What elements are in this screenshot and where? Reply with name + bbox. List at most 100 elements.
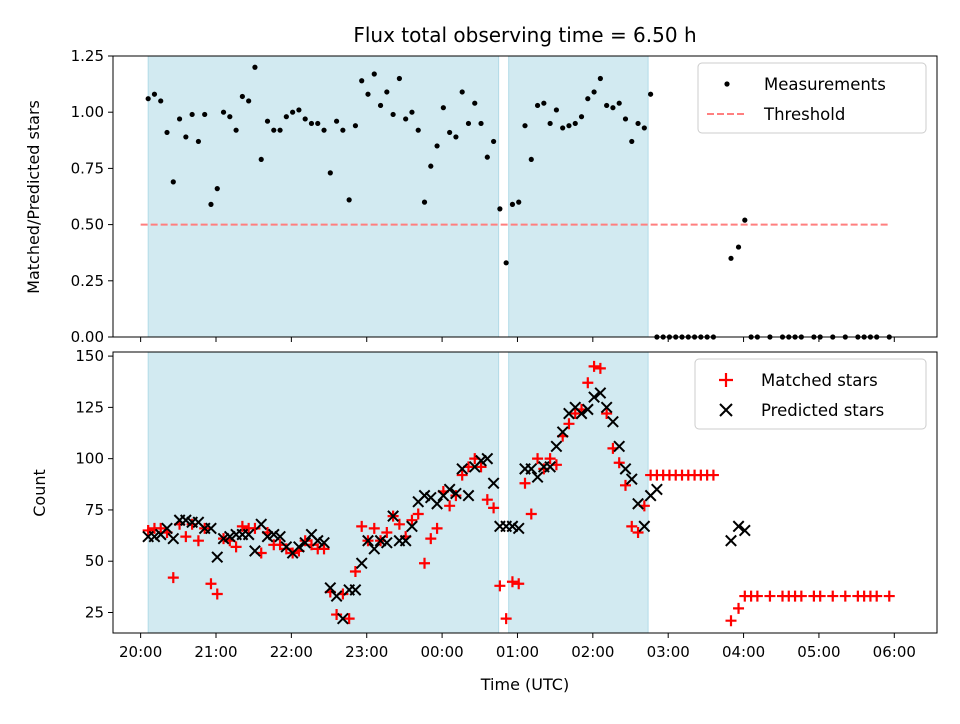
measurement-point: [509, 201, 516, 207]
matched-star-marker: [494, 580, 506, 592]
x-tick-label: 21:00: [194, 643, 237, 661]
matched-star-marker: [563, 418, 575, 430]
measurement-point: [277, 127, 283, 133]
measurement-point: [597, 75, 603, 82]
measurement-point: [503, 260, 509, 266]
measurement-point: [315, 120, 321, 127]
matched-star-marker: [883, 590, 895, 602]
predicted-star-marker: [330, 590, 343, 602]
matched-star-marker: [795, 590, 807, 602]
predicted-star-marker: [387, 510, 400, 522]
predicted-star-marker: [318, 536, 330, 549]
matched-star-marker: [412, 508, 424, 520]
predicted-star-marker: [299, 536, 312, 549]
bottom-y-tick-label: 75: [85, 501, 104, 519]
predicted-star-marker: [619, 463, 632, 475]
matched-star-marker: [249, 522, 261, 534]
matched-star-marker: [544, 453, 556, 465]
matched-star-marker: [733, 602, 745, 614]
predicted-star-marker: [211, 551, 224, 564]
x-tick-label: 06:00: [873, 643, 916, 661]
legend-label-matched: Matched stars: [761, 371, 878, 390]
measurement-point: [377, 102, 384, 109]
predicted-star-marker: [242, 528, 255, 541]
matched-star-marker: [425, 533, 437, 545]
measurement-point: [333, 118, 340, 124]
predicted-star-marker: [581, 403, 594, 416]
measurement-point: [434, 143, 440, 149]
measurement-point: [170, 179, 176, 185]
measurement-point: [365, 91, 371, 97]
measurement-point: [302, 116, 308, 122]
measurement-point: [472, 100, 478, 106]
predicted-star-marker: [255, 518, 268, 531]
matched-star-marker: [632, 526, 644, 538]
predicted-star-marker: [607, 415, 619, 428]
measurement-point: [151, 91, 158, 97]
predicted-star-marker: [575, 407, 588, 420]
matched-star-marker: [230, 541, 242, 553]
predicted-star-marker: [399, 534, 412, 547]
x-tick-label: 02:00: [571, 643, 614, 661]
measurement-point: [396, 75, 402, 82]
matched-star-marker: [613, 457, 625, 469]
matched-star-marker: [569, 408, 581, 420]
measurement-point: [728, 255, 734, 261]
matched-star-marker: [205, 578, 217, 590]
top-legend: Measurements Threshold: [697, 62, 927, 134]
measurement-point: [145, 96, 151, 102]
measurement-point: [735, 244, 742, 250]
bottom-panel: 25 50 75 100 125 150 20:00 21:00 22:00 23:00 00:00…: [30, 347, 938, 694]
legend-marker-measurements: [724, 81, 730, 87]
measurement-point: [635, 120, 641, 127]
matched-star-marker: [481, 494, 493, 506]
predicted-star-marker: [324, 581, 337, 594]
x-tick-label: 00:00: [420, 643, 463, 661]
matched-star-marker: [751, 590, 763, 602]
measurement-point: [239, 93, 245, 100]
measurement-point: [534, 102, 541, 109]
measurement-point: [547, 120, 553, 127]
predicted-star-marker: [292, 540, 305, 553]
matched-star-marker: [318, 543, 330, 555]
predicted-star-marker: [249, 545, 261, 557]
predicted-star-marker: [274, 530, 286, 543]
predicted-star-marker: [632, 497, 644, 510]
predicted-star-marker: [161, 522, 173, 535]
predicted-star-marker: [625, 473, 638, 486]
x-tick-label: 04:00: [722, 643, 765, 661]
predicted-star-marker: [462, 489, 475, 502]
measurement-point: [604, 102, 610, 109]
measurement-point: [440, 105, 446, 111]
bottom-y-tick-label: 50: [85, 552, 104, 570]
top-y-tick-label: 0.00: [71, 328, 104, 346]
predicted-star-marker: [650, 483, 663, 496]
measurement-point: [390, 111, 396, 118]
top-shaded-interval-1: [508, 55, 649, 338]
predicted-star-marker: [525, 463, 538, 475]
predicted-star-marker: [355, 557, 368, 570]
matched-star-marker: [839, 590, 851, 602]
measurement-point: [622, 116, 629, 122]
predicted-star-marker: [588, 391, 600, 404]
measurement-point: [516, 199, 522, 205]
predicted-star-marker: [544, 460, 557, 473]
measurement-point: [641, 125, 647, 131]
measurement-point: [340, 127, 346, 133]
measurement-point: [591, 89, 597, 95]
measurement-point: [264, 118, 271, 124]
matched-star-marker: [582, 377, 594, 389]
measurement-point: [484, 154, 490, 160]
top-shaded-interval-0: [147, 55, 500, 338]
measurement-point: [453, 134, 459, 140]
matched-star-marker: [500, 613, 512, 625]
matched-star-marker: [764, 590, 776, 602]
bottom-axes-frame: [112, 351, 938, 634]
top-legend-box: [697, 62, 927, 134]
predicted-star-marker: [738, 524, 751, 537]
bottom-y-tick-label: 100: [75, 450, 104, 468]
measurement-point: [195, 138, 202, 145]
x-tick-label: 20:00: [119, 643, 162, 661]
measurement-point: [189, 111, 195, 118]
legend-label-threshold: Threshold: [763, 105, 845, 124]
